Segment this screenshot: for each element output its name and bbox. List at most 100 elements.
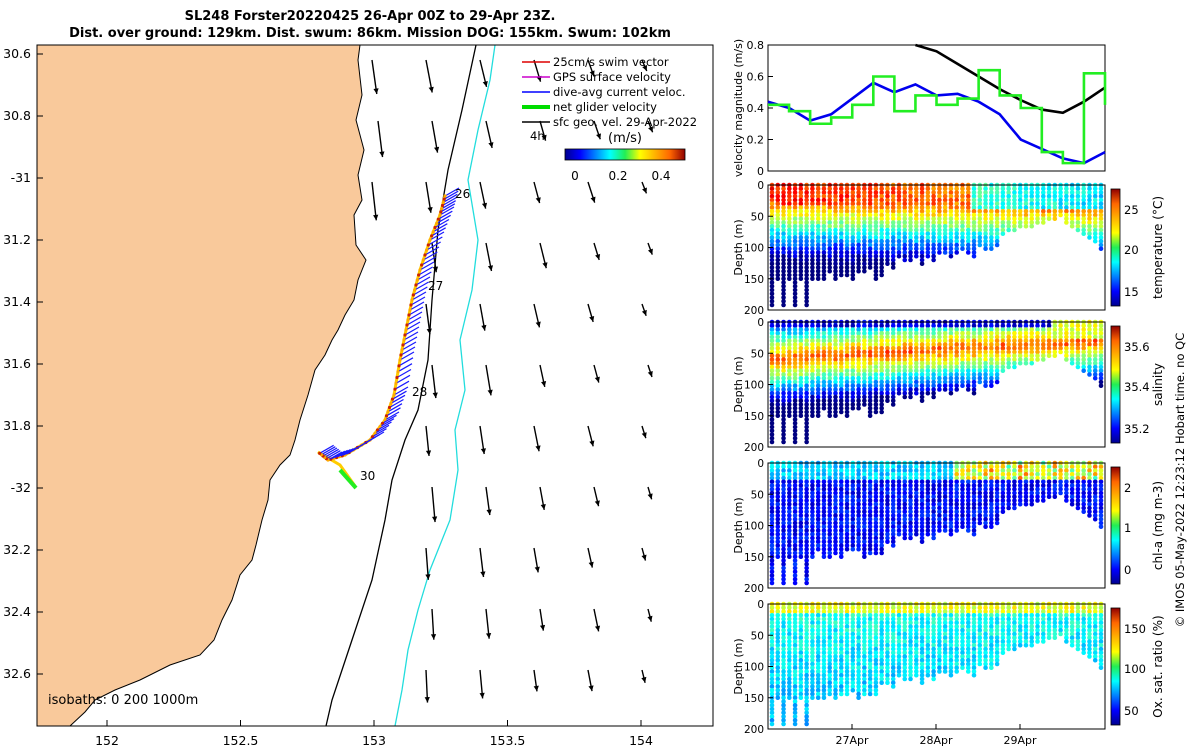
profile-sample <box>919 627 925 633</box>
profile-sample <box>1023 620 1029 626</box>
profile-sample <box>781 464 786 470</box>
profile-sample <box>937 216 942 222</box>
profile-sample <box>1029 208 1035 214</box>
profile-sample <box>977 327 983 332</box>
profile-sample <box>994 375 1000 381</box>
profile-sample <box>798 372 804 377</box>
profile-sample <box>1040 205 1046 210</box>
profile-sample <box>989 327 994 332</box>
profile-sample <box>873 253 879 259</box>
profile-sample <box>960 501 965 507</box>
profile-sample <box>1040 631 1046 637</box>
profile-sample <box>804 238 809 244</box>
profile-sample <box>775 616 781 622</box>
profile-sample <box>798 531 804 537</box>
profile-sample <box>1069 345 1075 351</box>
profile-sample <box>792 190 798 195</box>
profile-sample <box>942 528 948 533</box>
profile-sample <box>810 605 815 611</box>
profile-sample <box>1098 349 1104 355</box>
profile-sample <box>850 468 856 473</box>
profile-sample <box>1075 197 1081 203</box>
profile-sample <box>1029 490 1035 496</box>
profile-sample <box>798 616 804 622</box>
profile-sample <box>844 528 850 533</box>
profile-sample <box>948 197 954 203</box>
profile-sample <box>792 684 798 689</box>
track-point <box>407 313 411 317</box>
profile-sample <box>931 327 936 332</box>
profile-sample <box>798 513 804 518</box>
profile-sample <box>937 193 942 199</box>
profile-sample <box>983 368 988 374</box>
profile-sample <box>810 654 815 659</box>
depth-tick-label: 150 <box>744 693 764 705</box>
profile-sample <box>1098 620 1104 626</box>
profile-sample <box>1052 620 1058 626</box>
profile-sample <box>925 524 931 530</box>
profile-sample <box>798 524 804 530</box>
profile-sample <box>971 635 977 641</box>
profile-sample <box>908 676 913 682</box>
profile-sample <box>827 624 833 629</box>
vel-tick-label: 0.2 <box>747 134 765 147</box>
profile-sample <box>781 650 786 656</box>
profile-sample <box>879 550 884 556</box>
profile-sample <box>862 223 867 229</box>
profile-sample <box>867 475 873 481</box>
profile-sample <box>787 513 792 518</box>
profile-sample <box>838 539 844 545</box>
profile-sample <box>815 372 821 377</box>
profile-sample <box>833 620 838 626</box>
profile-sample <box>942 364 948 370</box>
profile-sample <box>792 501 798 507</box>
profile-sample <box>810 464 815 470</box>
profile-sample <box>1075 505 1081 511</box>
profile-sample <box>787 231 792 237</box>
profile-sample <box>867 616 873 622</box>
profile-sample <box>792 661 798 667</box>
profile-sample <box>787 413 792 419</box>
profile-sample <box>775 695 781 701</box>
profile-sample <box>931 513 936 518</box>
profile-sample <box>1000 471 1006 477</box>
profile-sample <box>1087 631 1092 637</box>
profile-sample <box>804 702 809 708</box>
profile-sample <box>833 327 838 332</box>
geo-vector-head <box>533 685 539 692</box>
profile-sample <box>1029 216 1035 222</box>
profile-sample <box>925 368 931 374</box>
profile-sample <box>833 639 838 644</box>
profile-sample <box>937 197 942 203</box>
profile-sample <box>1069 612 1075 618</box>
profile-sample <box>977 227 983 233</box>
profile-sample <box>890 501 896 507</box>
profile-sample <box>896 657 902 663</box>
profile-sample <box>919 398 925 404</box>
lon-tick-label: 153.5 <box>490 733 526 748</box>
profile-sample <box>1092 235 1098 240</box>
profile-sample <box>954 513 960 518</box>
profile-sample <box>810 695 815 701</box>
profile-sample <box>856 265 861 270</box>
profile-sample <box>977 650 983 656</box>
profile-sample <box>867 539 873 545</box>
profile-sample <box>856 208 861 214</box>
profile-sample <box>890 464 896 470</box>
profile-sample <box>902 612 908 618</box>
profile-sample <box>919 250 925 255</box>
profile-sample <box>815 246 821 252</box>
profile-sample <box>960 505 965 511</box>
profile-sample <box>937 235 942 240</box>
profile-sample <box>925 494 931 500</box>
profile-sample <box>775 353 781 359</box>
profile-sample <box>775 242 781 248</box>
profile-sample <box>1087 205 1092 210</box>
profile-sample <box>919 197 925 203</box>
profile-sample <box>971 528 977 533</box>
profile-sample <box>844 250 850 255</box>
profile-sample <box>1081 483 1086 488</box>
profile-sample <box>913 468 919 473</box>
profile-sample <box>983 216 988 222</box>
profile-sample <box>1029 190 1035 195</box>
